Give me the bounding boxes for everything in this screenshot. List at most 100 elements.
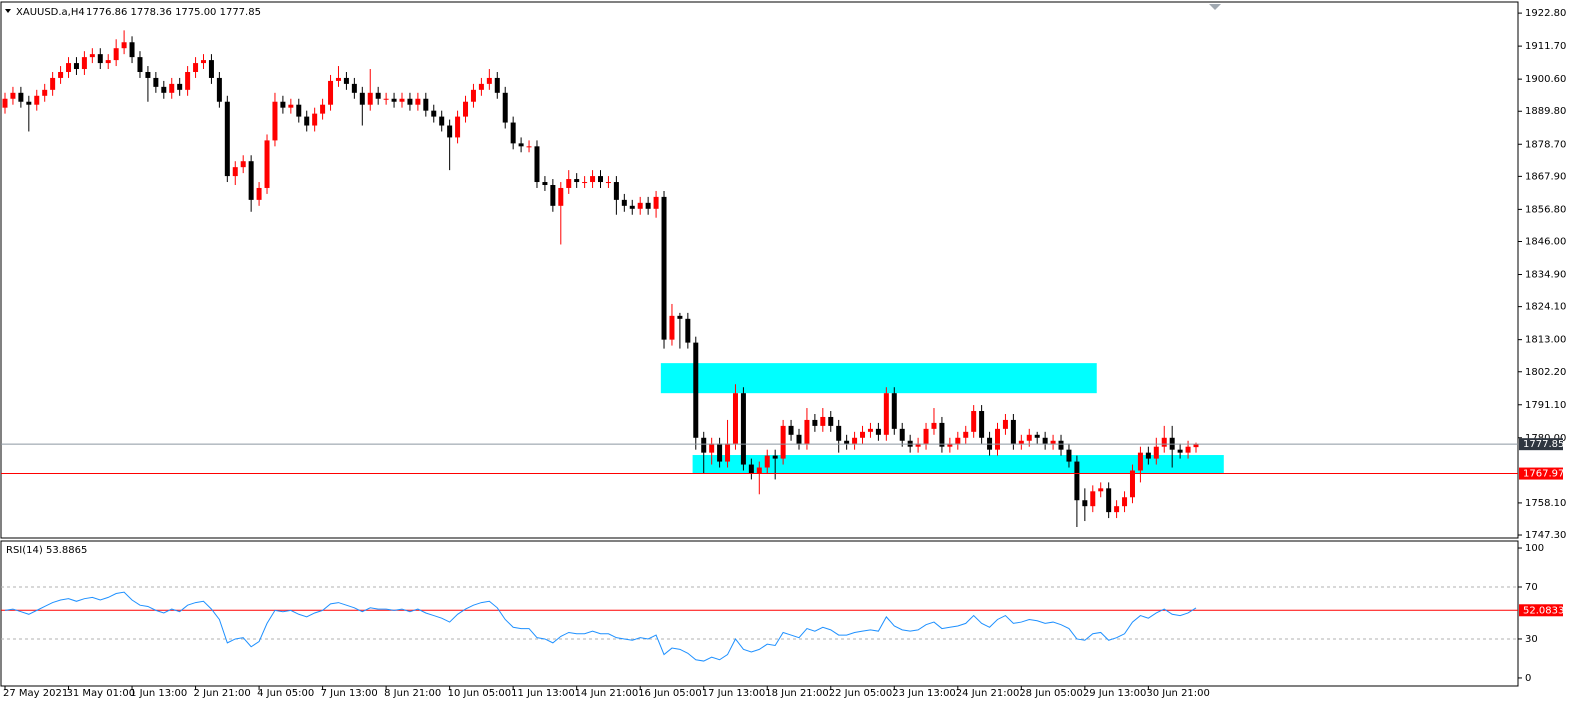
candle-body bbox=[899, 428, 905, 441]
candle-body bbox=[26, 101, 32, 105]
candle-body bbox=[510, 122, 516, 144]
candle-body bbox=[463, 101, 469, 117]
price-label-box bbox=[1519, 438, 1563, 451]
y-tick-label: 1824.10 bbox=[1525, 302, 1566, 313]
candle-body bbox=[1153, 446, 1159, 459]
candle-body bbox=[995, 428, 1000, 450]
candle-body bbox=[1122, 497, 1128, 507]
rsi-panel bbox=[0, 540, 1519, 687]
candle-body bbox=[89, 54, 95, 58]
candle-body bbox=[431, 110, 437, 117]
y-tick-label: 1900.60 bbox=[1525, 74, 1566, 85]
y-tick-label: 1878.70 bbox=[1525, 139, 1566, 150]
candle-body bbox=[1098, 488, 1104, 492]
shift-marker bbox=[1209, 4, 1221, 10]
candle-body bbox=[1114, 506, 1120, 513]
candle-body bbox=[248, 161, 254, 200]
menu-arrow[interactable] bbox=[5, 9, 11, 13]
candle-body bbox=[1058, 440, 1064, 450]
y-tick-label: 1856.80 bbox=[1525, 204, 1566, 215]
candle-body bbox=[161, 86, 167, 93]
candle-body bbox=[153, 77, 159, 87]
y-tick-label: 1802.20 bbox=[1525, 367, 1566, 378]
candle-body bbox=[788, 425, 794, 435]
x-tick-label: 8 Jun 21:00 bbox=[384, 688, 441, 699]
candle-body bbox=[256, 187, 262, 200]
candle-body bbox=[145, 71, 151, 78]
candle-body bbox=[391, 98, 397, 102]
candle-body bbox=[201, 60, 206, 64]
candle-body bbox=[177, 83, 183, 90]
candle-body bbox=[1129, 470, 1135, 498]
candle-body bbox=[1026, 434, 1032, 441]
y-tick-label: 1758.10 bbox=[1525, 498, 1566, 509]
candle-body bbox=[2, 98, 8, 108]
candle-body bbox=[383, 98, 389, 100]
candle-body bbox=[296, 104, 302, 117]
candle-body bbox=[169, 83, 175, 93]
x-tick-label: 30 Jun 21:00 bbox=[1146, 688, 1210, 699]
x-tick-label: 1 Jun 13:00 bbox=[130, 688, 187, 699]
candle-body bbox=[756, 467, 762, 474]
candle-body bbox=[947, 443, 953, 447]
x-tick-label: 24 Jun 21:00 bbox=[956, 688, 1020, 699]
candle-body bbox=[701, 437, 707, 453]
candle-body bbox=[852, 437, 858, 444]
candle-body bbox=[58, 71, 64, 78]
price-label: 1767.97 bbox=[1523, 469, 1564, 480]
candle-body bbox=[979, 411, 985, 438]
x-tick-label: 10 Jun 05:00 bbox=[448, 688, 512, 699]
candle-body bbox=[732, 393, 738, 444]
candle-body bbox=[764, 455, 770, 468]
candle-body bbox=[185, 71, 191, 90]
candle-body bbox=[526, 146, 532, 148]
candle-body bbox=[740, 393, 746, 465]
candle-body bbox=[518, 143, 524, 147]
x-tick-label: 11 Jun 13:00 bbox=[511, 688, 575, 699]
candle-body bbox=[494, 77, 500, 93]
candle-body bbox=[939, 422, 945, 447]
candle-body bbox=[582, 182, 588, 184]
rsi-level-box bbox=[1519, 604, 1563, 617]
candle-body bbox=[828, 416, 834, 426]
candle-body bbox=[129, 42, 135, 58]
y-tick-label: 1867.90 bbox=[1525, 171, 1566, 182]
candle-body bbox=[836, 425, 842, 441]
candle-body bbox=[629, 205, 635, 209]
candle-body bbox=[288, 104, 294, 108]
candle-body bbox=[915, 443, 921, 447]
candle-body bbox=[542, 182, 548, 186]
y-tick-label: 1834.90 bbox=[1525, 270, 1566, 281]
candle-body bbox=[50, 77, 56, 90]
candle-body bbox=[971, 411, 977, 432]
x-tick-label: 16 Jun 05:00 bbox=[638, 688, 702, 699]
candle-body bbox=[963, 431, 969, 438]
candle-body bbox=[224, 101, 230, 177]
candle-body bbox=[590, 176, 596, 183]
candle-body bbox=[105, 60, 111, 64]
candle-body bbox=[375, 92, 381, 99]
candle-body bbox=[423, 98, 429, 111]
candle-body bbox=[121, 42, 127, 49]
candle-body bbox=[280, 101, 286, 108]
candle-body bbox=[693, 342, 699, 438]
candle-body bbox=[661, 196, 667, 340]
candle-body bbox=[1185, 446, 1191, 453]
candle-body bbox=[717, 443, 723, 462]
rsi-level-label: 52.0833 bbox=[1523, 605, 1564, 616]
x-tick-label: 28 Jun 05:00 bbox=[1019, 688, 1083, 699]
candle-body bbox=[780, 425, 786, 459]
candle-body bbox=[335, 77, 341, 81]
candle-body bbox=[1161, 437, 1167, 447]
candle-body bbox=[621, 199, 627, 206]
y-tick-label: 1791.10 bbox=[1525, 400, 1566, 411]
candle-body bbox=[455, 116, 461, 138]
candle-body bbox=[81, 57, 87, 70]
candle-body bbox=[1193, 444, 1199, 448]
x-tick-label: 27 May 2021 bbox=[3, 688, 68, 699]
x-tick-label: 7 Jun 13:00 bbox=[321, 688, 378, 699]
candle-body bbox=[240, 161, 246, 168]
candle-body bbox=[66, 63, 72, 72]
candle-body bbox=[653, 196, 659, 209]
